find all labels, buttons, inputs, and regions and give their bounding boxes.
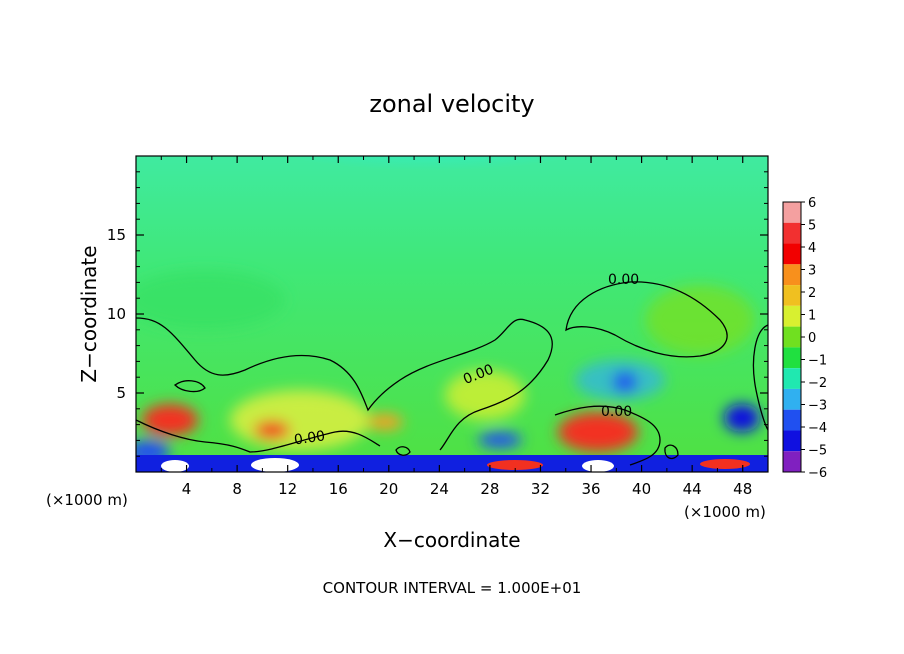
colorbar-label: −5 — [808, 444, 827, 459]
colorbar-label: −3 — [808, 399, 827, 414]
colorbar-label: −1 — [808, 354, 827, 369]
y-axis: 5 10 15 — [107, 171, 768, 457]
x-unit-right: (×1000 m) — [684, 503, 766, 521]
x-tick-label: 20 — [379, 480, 398, 498]
colorbar-swatch — [783, 305, 801, 327]
x-tick-label: 24 — [430, 480, 449, 498]
colorbar-label: 5 — [808, 219, 816, 234]
x-tick-label: 48 — [733, 480, 752, 498]
contour-lines — [136, 281, 768, 466]
x-tick-label: 44 — [683, 480, 702, 498]
colorbar-label: 2 — [808, 286, 816, 301]
y-tick-label: 5 — [116, 384, 126, 402]
colorbar-label: 6 — [808, 196, 816, 211]
x-tick-label: 40 — [632, 480, 651, 498]
x-axis-label: X−coordinate — [383, 528, 520, 552]
colorbar-swatch — [783, 326, 801, 348]
chart-title: zonal velocity — [369, 90, 534, 118]
colorbar-label: 4 — [808, 241, 816, 256]
colorbar: 6 5 4 3 2 1 0 −1 −2 −3 −4 −5 −6 — [782, 196, 827, 481]
contour-label: 0.00 — [601, 404, 632, 420]
x-tick-label: 4 — [182, 480, 192, 498]
colorbar-swatch — [783, 243, 801, 265]
colorbar-label: 3 — [808, 264, 816, 279]
contour-label: 0.00 — [608, 272, 639, 288]
colorbar-swatch — [783, 388, 801, 410]
colorbar-swatch — [783, 430, 801, 452]
colorbar-swatch — [783, 368, 801, 389]
colorbar-swatch — [783, 285, 801, 306]
colorbar-label: 1 — [808, 309, 816, 324]
colorbar-label: −6 — [808, 466, 827, 481]
heatmap-field: 0.00 0.00 0.00 0.00 — [136, 156, 768, 472]
y-axis-label: Z−coordinate — [77, 245, 101, 382]
x-tick-label: 16 — [329, 480, 348, 498]
x-tick-label: 32 — [531, 480, 550, 498]
colorbar-swatch — [783, 451, 801, 472]
x-tick-label: 28 — [480, 480, 499, 498]
colorbar-swatch — [783, 347, 801, 369]
colorbar-swatch — [783, 222, 801, 244]
contour-label: 0.00 — [293, 428, 326, 448]
colorbar-label: −2 — [808, 376, 827, 391]
colorbar-label: 0 — [808, 331, 816, 346]
colorbar-swatch — [783, 409, 801, 431]
x-tick-label: 36 — [581, 480, 600, 498]
x-axis: 4 8 12 16 20 24 28 32 36 40 44 48 — [160, 156, 752, 498]
colorbar-swatch — [783, 202, 801, 223]
contour-interval-note: CONTOUR INTERVAL = 1.000E+01 — [323, 579, 582, 597]
y-tick-label: 15 — [107, 226, 126, 244]
y-tick-label: 10 — [107, 305, 126, 323]
x-unit-left: (×1000 m) — [46, 491, 128, 509]
x-tick-label: 12 — [278, 480, 297, 498]
colorbar-swatch — [783, 264, 801, 286]
colorbar-label: −4 — [808, 421, 827, 436]
x-tick-label: 8 — [232, 480, 242, 498]
